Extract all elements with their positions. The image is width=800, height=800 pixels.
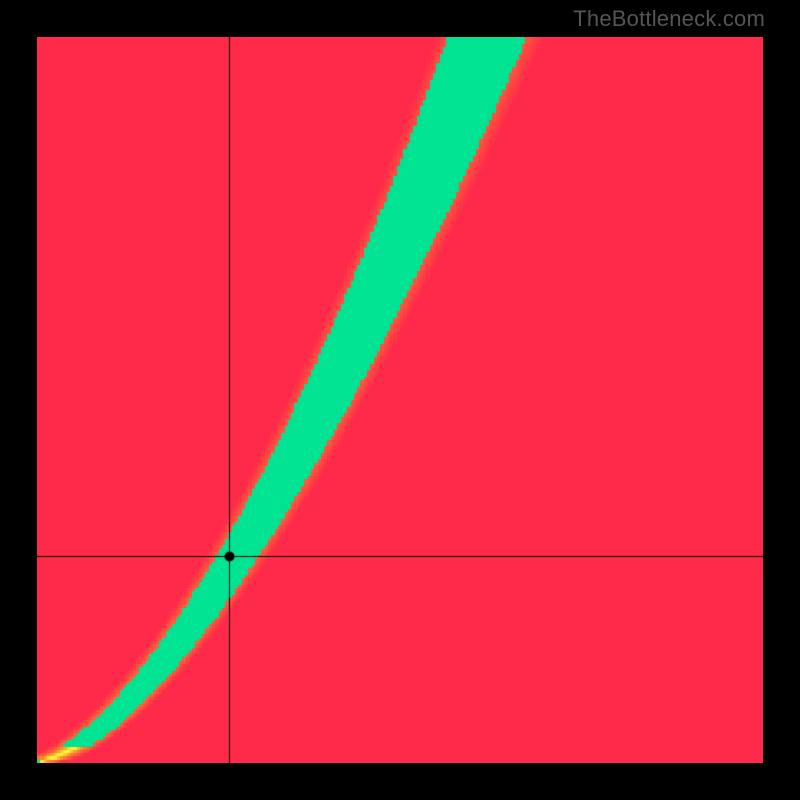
bottleneck-heatmap — [37, 37, 763, 763]
watermark-text: TheBottleneck.com — [573, 6, 765, 32]
chart-frame: TheBottleneck.com — [0, 0, 800, 800]
